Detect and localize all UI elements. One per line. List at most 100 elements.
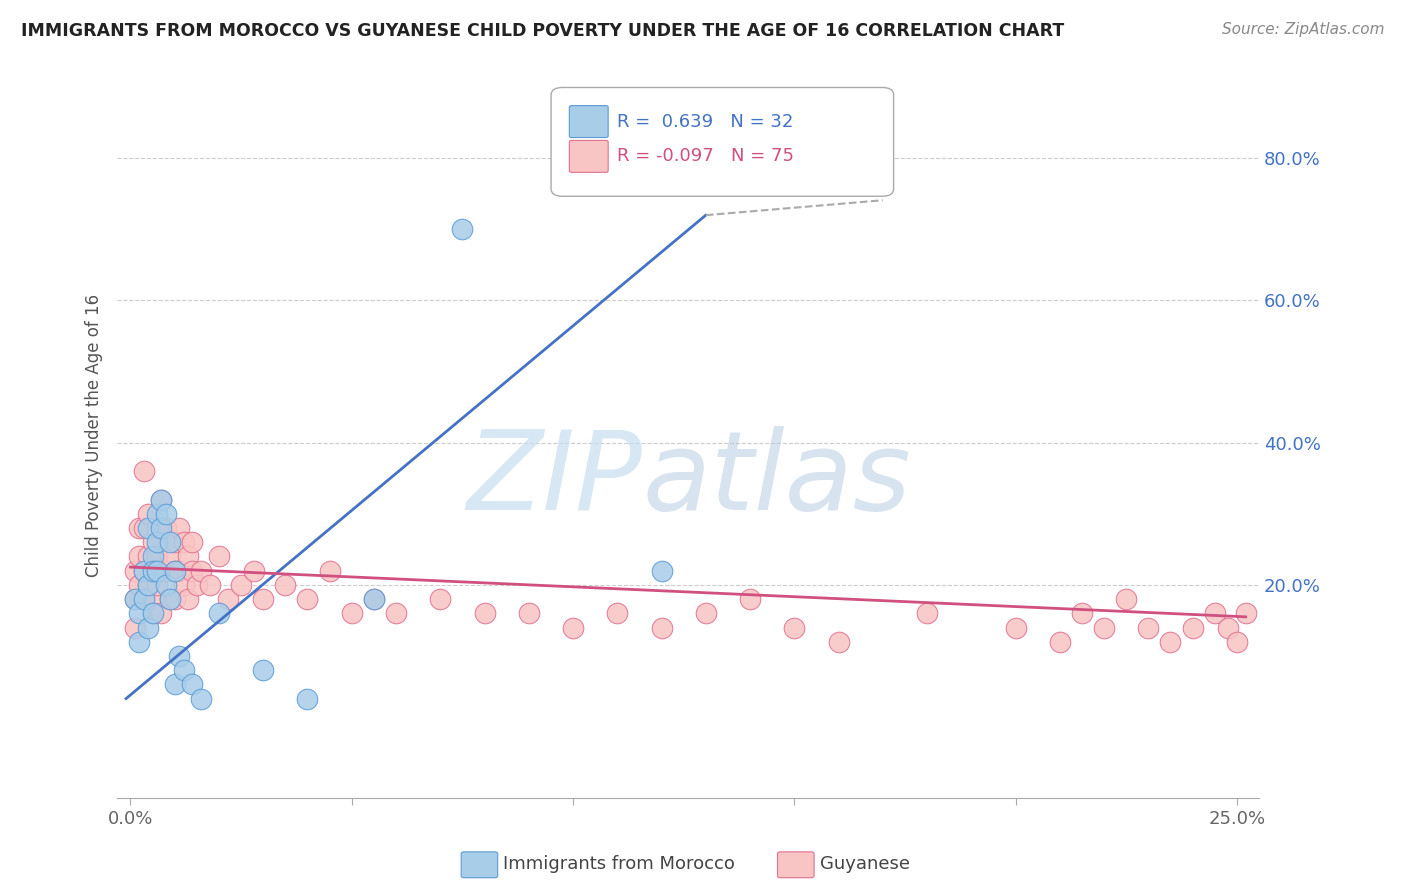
Point <box>142 592 165 607</box>
Text: IMMIGRANTS FROM MOROCCO VS GUYANESE CHILD POVERTY UNDER THE AGE OF 16 CORRELATIO: IMMIGRANTS FROM MOROCCO VS GUYANESE CHIL… <box>21 22 1064 40</box>
Point <box>128 549 150 564</box>
Point <box>136 521 159 535</box>
Point <box>827 634 849 648</box>
Point <box>474 607 496 621</box>
Point <box>142 535 165 549</box>
Point <box>177 592 200 607</box>
Point <box>297 592 319 607</box>
Point <box>385 607 408 621</box>
Point <box>190 564 212 578</box>
Point <box>1137 620 1160 634</box>
FancyBboxPatch shape <box>551 87 894 196</box>
Point <box>136 578 159 592</box>
Point <box>146 535 169 549</box>
Point <box>142 607 165 621</box>
Point <box>181 564 204 578</box>
Point <box>173 663 195 677</box>
Point <box>181 535 204 549</box>
FancyBboxPatch shape <box>569 105 609 137</box>
Point <box>146 507 169 521</box>
Point <box>132 464 155 478</box>
Point <box>155 521 177 535</box>
Point <box>1049 634 1071 648</box>
Point <box>229 578 252 592</box>
Point <box>198 578 221 592</box>
Point <box>173 578 195 592</box>
Point <box>163 535 186 549</box>
Text: Source: ZipAtlas.com: Source: ZipAtlas.com <box>1222 22 1385 37</box>
Point <box>318 564 340 578</box>
Point <box>124 592 146 607</box>
Point <box>651 564 673 578</box>
Point <box>142 564 165 578</box>
Point <box>738 592 761 607</box>
Point <box>159 549 181 564</box>
FancyBboxPatch shape <box>569 140 609 172</box>
Point <box>1216 620 1239 634</box>
Point <box>1234 607 1257 621</box>
Point <box>163 564 186 578</box>
Point <box>340 607 363 621</box>
Point <box>1159 634 1181 648</box>
Point <box>252 663 274 677</box>
Point <box>217 592 239 607</box>
Point <box>128 521 150 535</box>
Point <box>150 492 173 507</box>
Text: atlas: atlas <box>643 425 911 533</box>
Point <box>159 535 181 549</box>
Point <box>132 564 155 578</box>
Point <box>124 564 146 578</box>
Point <box>1115 592 1137 607</box>
Point <box>562 620 585 634</box>
Point <box>208 607 231 621</box>
Point <box>128 607 150 621</box>
Point <box>142 607 165 621</box>
Point <box>159 592 181 607</box>
Point <box>651 620 673 634</box>
Point <box>142 564 165 578</box>
Point <box>146 564 169 578</box>
Point <box>1071 607 1094 621</box>
Point <box>177 549 200 564</box>
Point <box>243 564 266 578</box>
Point <box>159 592 181 607</box>
Point <box>142 549 165 564</box>
Point <box>1004 620 1026 634</box>
Point <box>167 521 190 535</box>
Point <box>136 549 159 564</box>
Text: Immigrants from Morocco: Immigrants from Morocco <box>503 855 735 873</box>
Point <box>181 677 204 691</box>
Point <box>606 607 628 621</box>
Point <box>167 648 190 663</box>
Point <box>695 607 717 621</box>
Point <box>1226 634 1249 648</box>
Point <box>150 521 173 535</box>
Point <box>783 620 806 634</box>
Point <box>128 578 150 592</box>
Point <box>128 634 150 648</box>
Point <box>186 578 208 592</box>
Text: Guyanese: Guyanese <box>820 855 910 873</box>
Point <box>132 592 155 607</box>
Point <box>146 578 169 592</box>
Point <box>1181 620 1204 634</box>
Point <box>146 549 169 564</box>
Point <box>274 578 297 592</box>
Text: ZIP: ZIP <box>467 425 643 533</box>
Point <box>155 564 177 578</box>
Point <box>136 620 159 634</box>
Point <box>252 592 274 607</box>
Point <box>190 691 212 706</box>
Point <box>517 607 540 621</box>
Point <box>132 521 155 535</box>
Text: R =  0.639   N = 32: R = 0.639 N = 32 <box>617 112 793 130</box>
Point <box>150 607 173 621</box>
Point <box>167 564 190 578</box>
Point <box>163 592 186 607</box>
Point <box>132 564 155 578</box>
Point <box>1092 620 1115 634</box>
Point <box>451 222 474 236</box>
Point <box>132 592 155 607</box>
Point <box>155 507 177 521</box>
Point <box>136 507 159 521</box>
